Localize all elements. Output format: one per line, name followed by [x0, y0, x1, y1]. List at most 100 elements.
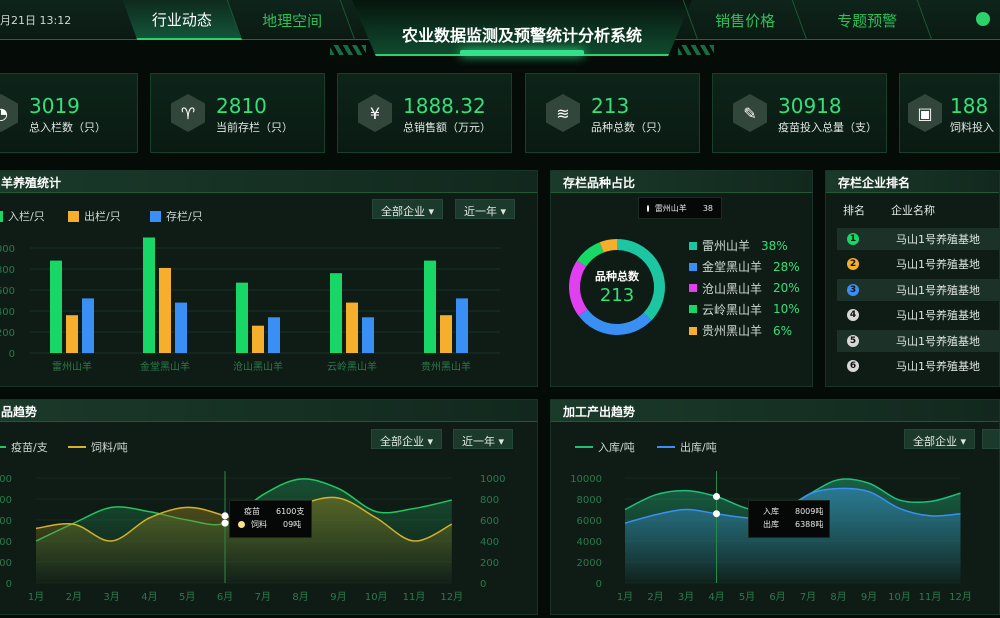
x-tick-label: 2月 [647, 591, 663, 603]
x-tick-label: 12月 [949, 591, 972, 603]
table-row[interactable]: 6 马山1号养殖基地 [837, 355, 1000, 377]
legend-swatch [689, 241, 697, 250]
legend-item[interactable]: 存栏/只 [150, 208, 203, 224]
legend-label: 出栏/只 [84, 210, 121, 223]
donut-slice [599, 239, 617, 253]
legend-label: 入库/吨 [598, 441, 635, 454]
y-tick-label: 600 [0, 286, 15, 297]
tooltip-name: 入库 [763, 507, 779, 516]
dropdown-value: 全部企业 [381, 205, 425, 218]
y2-tick-label: 800 [480, 495, 499, 506]
period-dropdown[interactable]: 近一年 ▾ [455, 199, 516, 219]
user-icon[interactable] [976, 12, 990, 26]
donut-legend-item[interactable]: 贵州黑山羊 6% [689, 322, 792, 339]
page-title: 农业数据监测及预警统计分析系统 [401, 26, 642, 45]
x-tick-label: 12月 [440, 591, 463, 603]
legend-line [575, 446, 593, 448]
table-row[interactable]: 3 马山1号养殖基地 [837, 278, 1000, 301]
legend-item[interactable]: 疫苗/支 [0, 439, 48, 455]
dropdown-value: 全部企业 [380, 435, 424, 448]
period-dropdown[interactable]: 近一年 ▾ [453, 429, 514, 449]
y-tick-label: 0 [596, 579, 602, 590]
table-row[interactable]: 5 马山1号养殖基地 [837, 329, 1000, 352]
legend-label: 疫苗/支 [11, 441, 48, 454]
x-tick-label: 11月 [403, 591, 426, 603]
y-tick-label: 6000 [577, 516, 602, 527]
y-tick-label: 400 [0, 307, 15, 318]
table-row[interactable]: 1 马山1号养殖基地 [837, 228, 1000, 250]
kpi-value: 213 [591, 94, 630, 118]
legend-label: 雷州山羊 [702, 239, 751, 253]
kpi-value: 2810 [216, 94, 267, 118]
x-tick-label: 7月 [255, 591, 271, 603]
legend-swatch [689, 326, 697, 335]
x-tick-label: 5月 [179, 591, 195, 603]
legend-item[interactable]: 入库/吨 [575, 439, 635, 455]
y-tick-label: 200 [0, 328, 15, 339]
legend-item[interactable]: 出库/吨 [657, 439, 717, 455]
bar [66, 315, 78, 353]
y-tick-label: 8000 [577, 495, 602, 506]
layers-icon: ≋ [546, 94, 580, 132]
table-row[interactable]: 4 马山1号养殖基地 [837, 304, 1000, 326]
kpi-card: ¥1888.32 总销售额（万元） [337, 73, 512, 153]
donut-tooltip: 雷州山羊 38 [638, 197, 722, 219]
tooltip-value: 6100支 [276, 507, 305, 516]
company-dropdown[interactable]: 全部企业 ▾ [372, 199, 444, 219]
col-header-rank: 排名 [843, 204, 865, 217]
kpi-label: 品种总数（只） [591, 121, 668, 134]
donut-legend-item[interactable]: 云岭黑山羊 10% [689, 301, 800, 318]
rank-badge: 5 [847, 334, 859, 347]
syringe-icon: ✎ [733, 94, 767, 132]
x-tick-label: 6月 [217, 591, 233, 603]
kpi-card: ✎ 30918 疫苗投入总量（支） [712, 73, 887, 153]
company-dropdown[interactable]: 全部企业 ▾ [371, 429, 443, 449]
legend-percent: 10% [773, 302, 800, 317]
legend-item[interactable]: 出栏/只 [68, 208, 121, 224]
kpi-card: ▣ 188 饲料投入 [899, 73, 1000, 153]
x-tick-label: 7月 [800, 591, 816, 603]
legend-percent: 28% [773, 259, 800, 274]
legend-label: 金堂黑山羊 [702, 260, 763, 275]
tooltip-dot [647, 205, 649, 212]
hover-point [221, 519, 229, 527]
donut-slice [576, 242, 604, 267]
donut-legend-item[interactable]: 雷州山羊 38% [689, 237, 788, 254]
bar [440, 315, 452, 353]
legend-item[interactable]: 饲料/吨 [68, 439, 128, 455]
donut-slice [569, 260, 588, 316]
x-tick-label: 1月 [617, 591, 633, 603]
y2-tick-label: 600 [480, 516, 499, 527]
datetime: 月21日 13:12 [0, 14, 72, 27]
donut-legend-item[interactable]: 沧山黑山羊 20% [689, 280, 800, 297]
y2-tick-label: 1000 [480, 474, 505, 485]
legend-label: 饲料/吨 [91, 441, 128, 454]
donut-legend-item[interactable]: 金堂黑山羊 28% [689, 258, 800, 275]
title-glow [460, 50, 584, 56]
y-tick-label: 600 [0, 516, 12, 527]
donut-center-label: 品种总数 [595, 270, 639, 283]
company-name: 马山1号养殖基地 [896, 309, 980, 323]
tooltip-name: 饲料 [251, 520, 267, 529]
company-dropdown[interactable]: 全部企业 ▾ [904, 429, 976, 449]
x-tick-label: 6月 [769, 591, 785, 603]
hover-point [713, 510, 720, 518]
tooltip-value: 38 [702, 204, 713, 213]
y2-tick-label: 400 [480, 537, 499, 548]
y-tick-label: 1000 [0, 244, 15, 255]
tooltip-dot [238, 521, 245, 528]
legend-swatch [689, 262, 697, 271]
bar-chart: 0 200 400 600 800 1000 雷州山羊 金堂黑山羊 沧山黑山羊 云岭黑山羊 贵州黑山… [0, 237, 500, 373]
x-tick-label: 11月 [919, 591, 942, 603]
donut-slice [617, 239, 665, 321]
x-tick-label: 雷州山羊 [52, 360, 92, 373]
panel-title: 存栏品种占比 [551, 171, 812, 193]
legend-item[interactable]: 入栏/只 [0, 208, 45, 224]
kpi-value: 188 [950, 94, 989, 118]
table-row[interactable]: 2 马山1号养殖基地 [837, 253, 1000, 275]
kpi-value: 1888.32 [403, 94, 486, 118]
rank-badge: 4 [847, 309, 859, 322]
kpi-label: 总入栏数（只） [29, 121, 106, 134]
pie-icon: ◔ [0, 94, 18, 132]
rank-badge: 3 [847, 283, 859, 296]
